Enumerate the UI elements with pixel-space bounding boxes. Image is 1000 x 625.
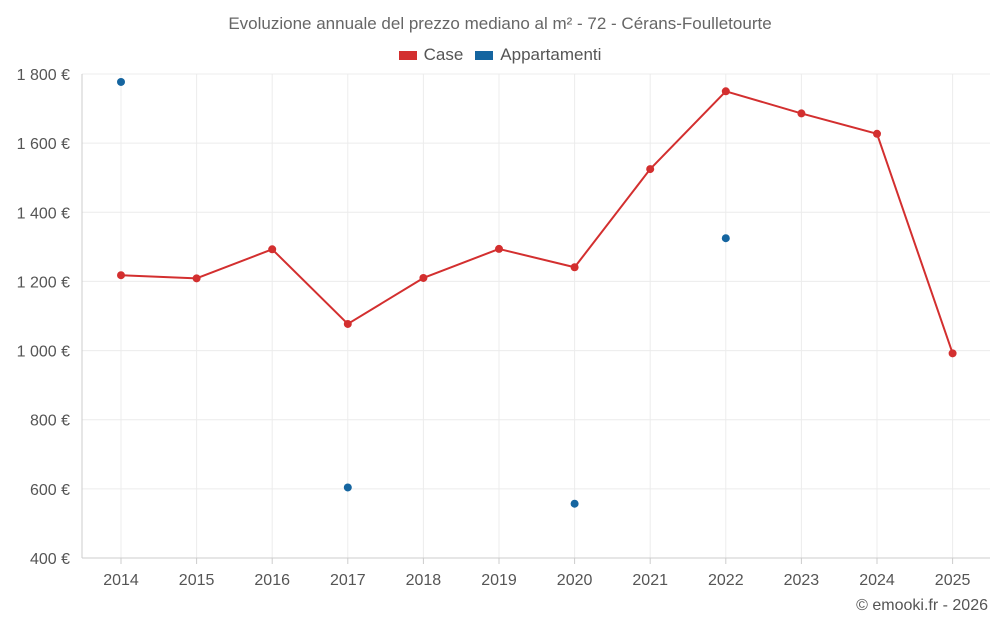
data-point-case <box>948 349 957 358</box>
y-tick-label: 1 200 € <box>17 274 70 291</box>
data-point-appartamenti <box>343 483 352 492</box>
y-tick-label: 800 € <box>30 413 70 430</box>
y-tick-label: 1 800 € <box>17 67 70 84</box>
data-point-appartamenti <box>117 77 125 86</box>
legend-swatch-appartamenti <box>475 50 494 60</box>
x-tick-label: 2023 <box>784 572 820 589</box>
y-tick-labels: 400 € 600 € 800 € 1 000 € 1 200 € 1 400 € 1 60… <box>17 67 70 568</box>
data-point-case <box>873 129 881 138</box>
series-line-case <box>120 90 954 354</box>
legend-item-case[interactable]: Case <box>398 45 464 65</box>
y-tick-label: 400 € <box>30 551 70 568</box>
data-point-case <box>419 273 428 282</box>
x-tick-label: 2015 <box>179 572 215 589</box>
y-tick-label: 1 000 € <box>17 344 70 361</box>
grid-lines <box>82 73 990 558</box>
data-point-appartamenti <box>721 234 730 243</box>
data-point-case <box>268 245 277 254</box>
x-tick-label: 2024 <box>859 572 895 589</box>
data-point-case <box>117 271 125 280</box>
legend-swatch-case <box>398 50 417 60</box>
x-tick-label: 2017 <box>330 572 366 589</box>
x-tick-label: 2018 <box>406 572 442 589</box>
y-tick-label: 1 600 € <box>17 136 70 153</box>
data-point-case <box>192 274 201 283</box>
legend-item-appartamenti[interactable]: Appartamenti <box>475 45 601 65</box>
x-tick-label: 2021 <box>632 572 668 589</box>
data-point-case <box>570 263 579 272</box>
data-point-case <box>495 244 503 253</box>
x-tick-label: 2016 <box>254 572 290 589</box>
series-layer <box>117 77 957 508</box>
legend-label-appartamenti: Appartamenti <box>500 45 602 64</box>
x-tick-labels: 2014 2015 2016 2017 2018 2019 2020 2021 2022 2023… <box>103 572 970 589</box>
x-tick-label: 2025 <box>935 572 971 589</box>
data-point-appartamenti <box>570 499 579 508</box>
data-point-case <box>646 165 655 174</box>
axes <box>81 74 990 564</box>
x-tick-label: 2022 <box>708 572 744 589</box>
chart-title: Evoluzione annuale del prezzo mediano al… <box>228 14 772 33</box>
legend: Case Appartamenti <box>0 45 1000 65</box>
legend-label-case: Case <box>423 45 464 64</box>
data-point-case <box>797 109 806 118</box>
x-tick-label: 2014 <box>103 572 139 589</box>
data-point-case <box>721 87 730 96</box>
y-tick-label: 1 400 € <box>17 205 70 222</box>
credit-text: © emooki.fr - 2026 <box>856 597 988 614</box>
x-tick-label: 2020 <box>557 572 593 589</box>
data-point-case <box>343 319 352 328</box>
x-tick-label: 2019 <box>481 572 517 589</box>
y-tick-label: 600 € <box>30 482 70 499</box>
